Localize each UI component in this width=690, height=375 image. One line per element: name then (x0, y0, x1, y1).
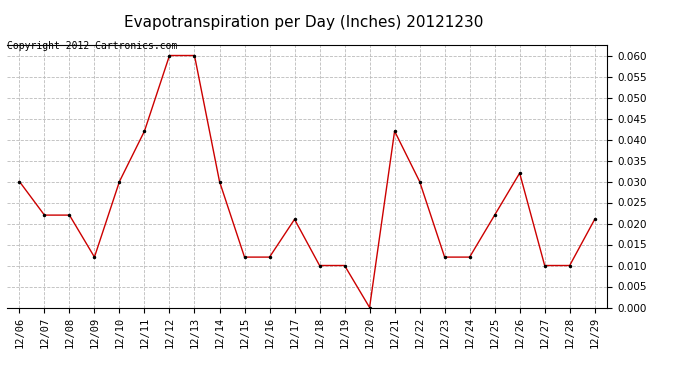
Text: ET  (Inches): ET (Inches) (566, 35, 638, 45)
Text: Copyright 2012 Cartronics.com: Copyright 2012 Cartronics.com (7, 41, 177, 51)
Text: Evapotranspiration per Day (Inches) 20121230: Evapotranspiration per Day (Inches) 2012… (124, 15, 483, 30)
